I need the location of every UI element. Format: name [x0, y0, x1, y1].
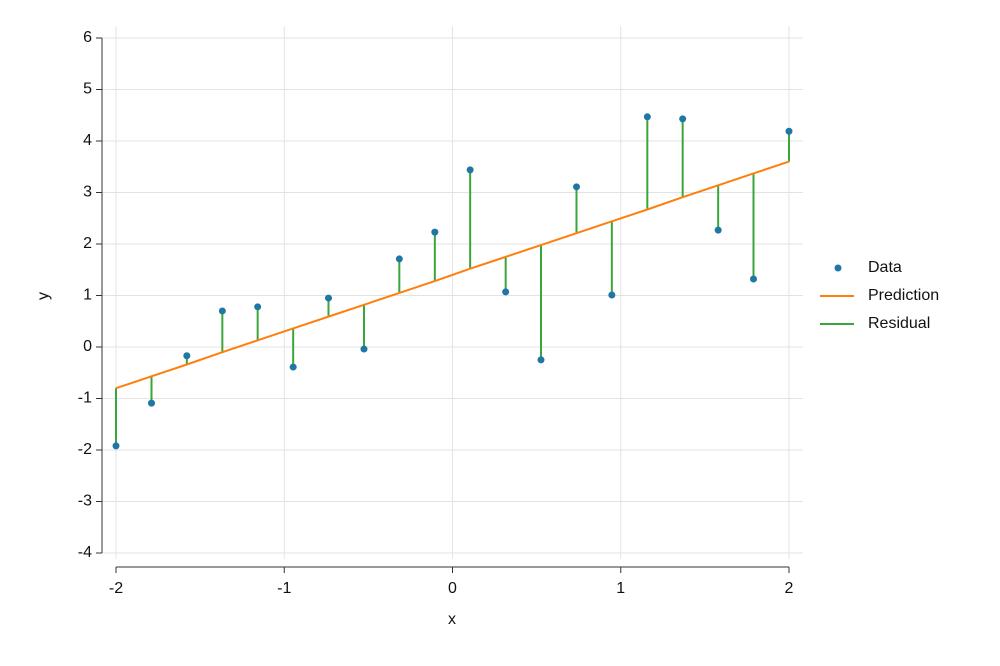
data-point — [643, 113, 651, 121]
x-tick-label: -2 — [109, 580, 123, 597]
data-point — [112, 442, 120, 450]
data-point — [466, 166, 474, 174]
data-point — [679, 115, 687, 123]
data-point — [148, 399, 156, 407]
data-point — [324, 294, 332, 302]
x-axis-label: x — [448, 611, 456, 628]
y-tick-label: -3 — [78, 493, 92, 510]
data-point — [395, 255, 403, 263]
data-point — [218, 307, 226, 315]
x-tick-label: 1 — [616, 580, 625, 597]
y-tick-label: 3 — [83, 184, 92, 201]
legend-label: Prediction — [868, 287, 939, 304]
x-tick-label: -1 — [277, 580, 291, 597]
y-tick-label: 1 — [83, 287, 92, 304]
y-tick-label: -4 — [78, 544, 92, 561]
data-point — [289, 363, 297, 371]
legend-marker — [834, 264, 842, 272]
prediction-line — [115, 160, 790, 390]
y-tick-label: 6 — [83, 29, 92, 46]
y-axis-label: y — [35, 292, 52, 300]
data-point — [360, 345, 368, 353]
data-point — [749, 275, 757, 283]
data-point — [431, 228, 439, 236]
y-tick-label: -2 — [78, 441, 92, 458]
y-tick-label: 5 — [83, 81, 92, 98]
data-point — [502, 288, 510, 296]
x-tick-label: 0 — [448, 580, 457, 597]
legend-label: Residual — [868, 315, 930, 332]
data-point — [714, 226, 722, 234]
legend-label: Data — [868, 259, 902, 276]
y-tick-label: 2 — [83, 235, 92, 252]
data-point — [183, 352, 191, 360]
data-point — [785, 127, 793, 135]
data-point — [254, 303, 262, 311]
y-tick-label: -1 — [78, 390, 92, 407]
y-tick-label: 0 — [83, 338, 92, 355]
data-point — [608, 291, 616, 299]
data-point — [573, 183, 581, 191]
x-tick-label: 2 — [785, 580, 794, 597]
y-tick-label: 4 — [83, 132, 92, 149]
data-point — [537, 356, 545, 364]
